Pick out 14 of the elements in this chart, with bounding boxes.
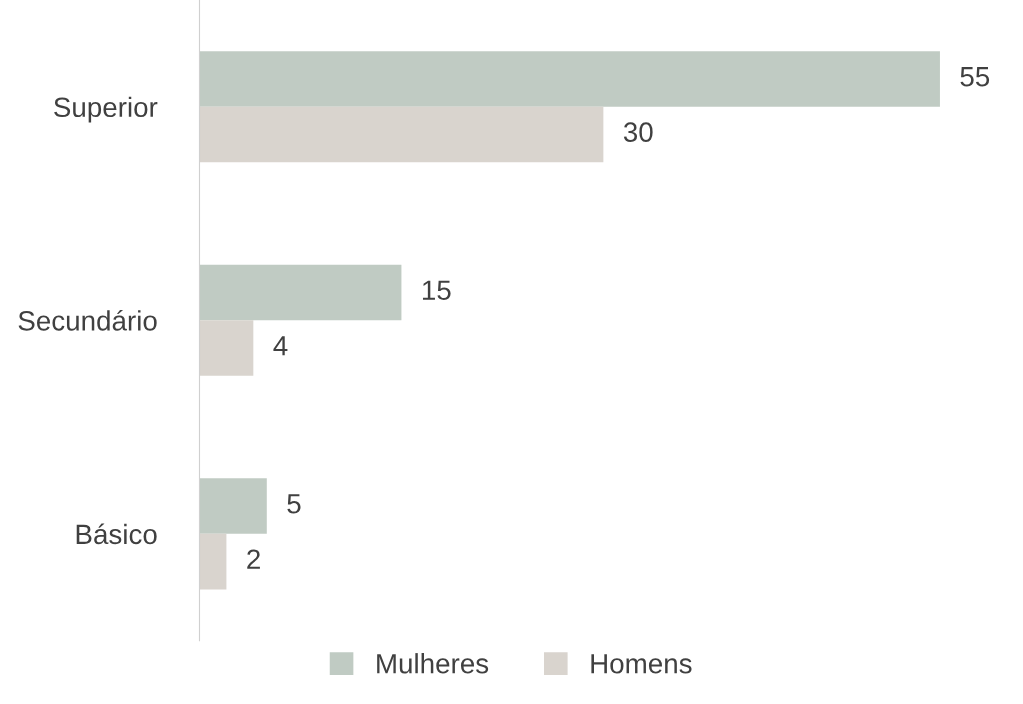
bar [199, 264, 402, 321]
data-label: 15 [422, 280, 451, 301]
data-label: 5 [287, 494, 301, 514]
legend-label: Mulheres [377, 653, 489, 674]
y-tick-label: Secundário [18, 309, 157, 331]
y-tick-label: Superior [54, 96, 158, 123]
data-label: 55 [960, 67, 990, 87]
legend-label: Homens [591, 654, 692, 674]
data-label: 30 [623, 122, 653, 142]
bar [199, 51, 940, 107]
data-label: 2 [247, 549, 260, 569]
bar [199, 478, 267, 534]
data-label: 4 [273, 336, 288, 356]
y-tick-label: Básico [76, 523, 157, 545]
